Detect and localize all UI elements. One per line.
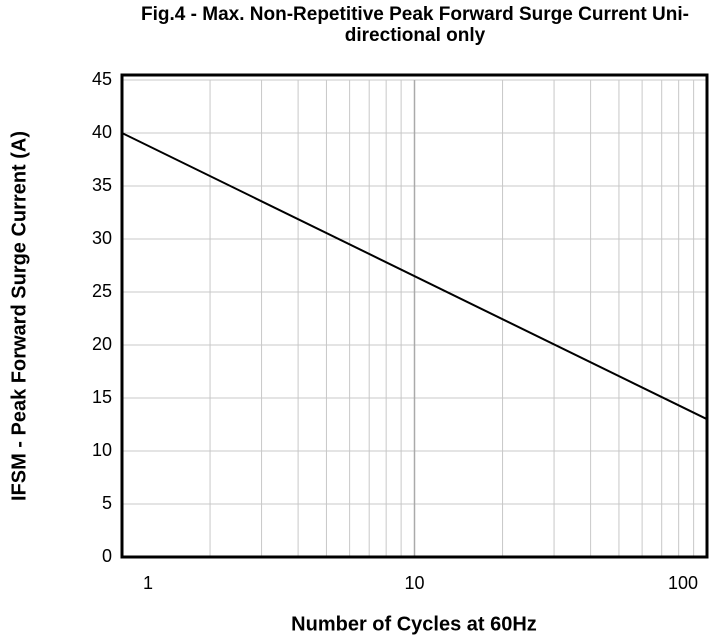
- y-tick-label: 35: [92, 175, 112, 195]
- chart-title: Fig.4 - Max. Non-Repetitive Peak Forward…: [141, 4, 689, 46]
- x-tick-label: 10: [404, 573, 424, 593]
- y-tick-label: 40: [92, 122, 112, 142]
- y-tick-label: 20: [92, 334, 112, 354]
- y-tick-label: 10: [92, 440, 112, 460]
- data-line: [121, 132, 708, 421]
- x-tick-label: 100: [668, 573, 698, 593]
- y-tick-label: 0: [102, 546, 112, 566]
- y-tick-label: 30: [92, 228, 112, 248]
- y-tick-label: 25: [92, 281, 112, 301]
- y-tick-label: 5: [102, 493, 112, 513]
- plot-frame: [120, 73, 709, 559]
- x-tick-label: 1: [143, 573, 153, 593]
- y-tick-label: 45: [92, 69, 112, 89]
- y-tick-label: 15: [92, 387, 112, 407]
- x-axis-label: Number of Cycles at 60Hz: [291, 613, 537, 635]
- y-axis-label: IFSM - Peak Forward Surge Current (A): [8, 131, 30, 501]
